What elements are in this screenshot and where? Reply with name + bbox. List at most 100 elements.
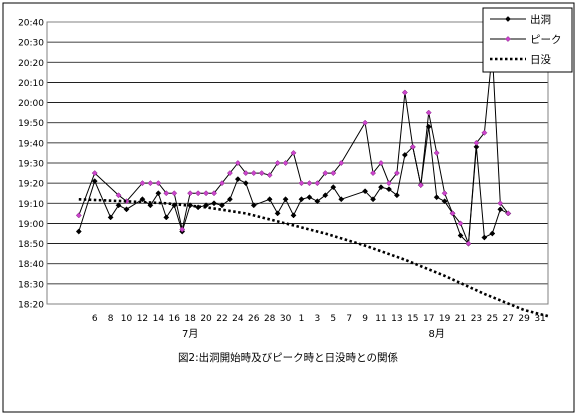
y-tick-label: 18:30 (18, 280, 44, 290)
y-tick-label: 20:20 (18, 59, 44, 69)
data-point (338, 196, 345, 203)
data-point (306, 180, 313, 187)
data-point (505, 210, 512, 217)
x-tick-label: 10 (121, 314, 133, 324)
month-label: 7月 (182, 328, 198, 340)
x-tick-label: 27 (503, 314, 514, 324)
x-tick-label: 1 (299, 314, 305, 324)
x-tick-label: 30 (280, 314, 292, 324)
x-tick-label: 24 (232, 314, 244, 324)
data-point (330, 184, 337, 191)
x-tick-label: 23 (471, 314, 482, 324)
data-point (266, 172, 273, 179)
x-tick-label: 13 (391, 314, 402, 324)
data-point (107, 214, 114, 221)
plot-area (46, 21, 549, 305)
data-point (330, 170, 337, 177)
y-tick-label: 19:40 (18, 139, 44, 149)
data-point (226, 196, 233, 203)
data-point (489, 230, 496, 237)
data-point (179, 226, 186, 233)
data-point (298, 180, 305, 187)
data-point (322, 192, 329, 199)
data-point (258, 170, 265, 177)
x-tick-label: 19 (439, 314, 451, 324)
x-tick-label: 31 (534, 314, 545, 324)
data-point (203, 190, 210, 197)
data-point (473, 139, 480, 146)
data-point (75, 228, 82, 235)
x-axis-ticks: 6 8 10 12 14 16 18 20 22 24 26 28 30 1 3 5 7 9 11 13 15 17 19 2… (92, 314, 546, 324)
data-point (322, 170, 329, 177)
data-point (91, 178, 98, 185)
y-tick-label: 19:10 (18, 200, 44, 210)
data-point (274, 210, 281, 217)
x-tick-label: 3 (315, 314, 321, 324)
data-point (234, 160, 241, 166)
data-point (370, 196, 377, 203)
data-point (234, 176, 241, 183)
data-point (401, 89, 408, 96)
legend-label: 出洞 (530, 13, 551, 26)
x-tick-label: 12 (137, 314, 148, 324)
chart-title: 図2:出洞開始時及びピーク時と日没時との関係 (178, 351, 398, 364)
y-tick-label: 18:50 (18, 240, 44, 250)
data-point (115, 202, 122, 209)
data-point (362, 188, 369, 195)
data-point (155, 190, 162, 197)
month-labels: 7月 8月 (182, 328, 445, 340)
data-point (218, 202, 225, 209)
data-point (115, 192, 122, 199)
data-point (250, 170, 257, 177)
x-tick-label: 26 (248, 314, 260, 324)
data-point (449, 210, 456, 217)
data-point (417, 182, 424, 189)
x-tick-label: 17 (423, 314, 434, 324)
x-tick-label: 5 (330, 314, 336, 324)
x-tick-label: 8 (108, 314, 114, 324)
x-tick-label: 22 (216, 314, 227, 324)
data-point (441, 198, 448, 205)
x-tick-label: 20 (200, 314, 212, 324)
data-point (314, 180, 321, 187)
data-point (155, 180, 162, 187)
chart-frame (2, 2, 575, 413)
x-tick-label: 28 (264, 314, 276, 324)
y-tick-label: 19:50 (18, 119, 44, 129)
data-point (338, 160, 345, 166)
data-point (218, 180, 225, 187)
y-tick-label: 19:00 (18, 220, 44, 230)
data-point (211, 200, 217, 207)
x-tick-label: 7 (346, 314, 352, 324)
data-point (171, 190, 178, 197)
data-point (163, 190, 170, 197)
data-point (139, 180, 146, 187)
data-point (378, 160, 384, 166)
y-tick-label: 20:30 (18, 39, 44, 49)
data-point (290, 212, 297, 219)
y-tick-label: 18:40 (18, 260, 44, 270)
data-point (370, 170, 377, 177)
data-point (393, 170, 400, 177)
data-point (75, 212, 82, 219)
data-point (242, 180, 249, 187)
data-point (211, 190, 217, 197)
series-line (78, 198, 549, 318)
data-point (425, 109, 432, 116)
data-point (401, 151, 408, 158)
data-point (147, 180, 154, 187)
y-tick-label: 18:20 (18, 301, 44, 311)
x-tick-label: 11 (375, 314, 386, 324)
data-point (290, 149, 297, 156)
series-layer (75, 49, 549, 318)
data-point (457, 232, 464, 239)
month-label: 8月 (428, 328, 444, 340)
data-point (195, 190, 202, 197)
x-tick-label: 16 (169, 314, 181, 324)
data-point (497, 206, 504, 213)
data-point (123, 206, 130, 213)
data-point (298, 196, 305, 203)
